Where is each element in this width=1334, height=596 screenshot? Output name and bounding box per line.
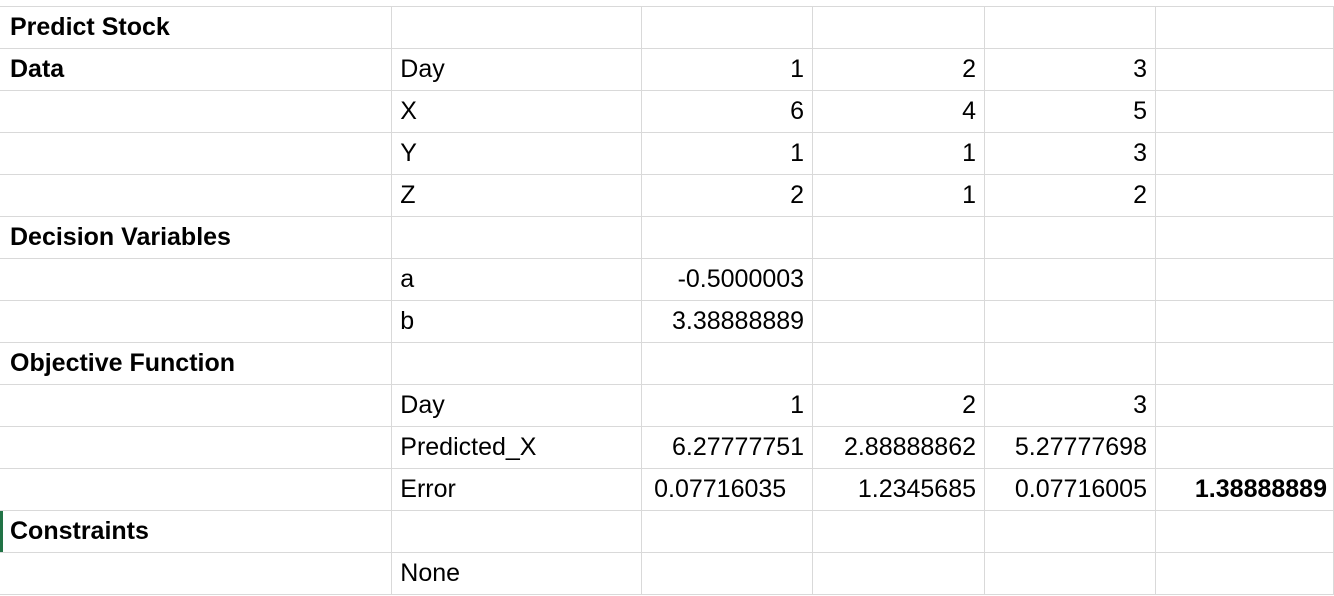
cell-d6[interactable]: [812, 216, 986, 259]
cell-c2[interactable]: 1: [641, 48, 814, 91]
cell-a2[interactable]: Data: [0, 48, 393, 91]
cell-b4[interactable]: Y: [391, 132, 643, 175]
cell-d14[interactable]: [812, 552, 986, 595]
cell-c9[interactable]: [641, 342, 814, 385]
cell-e8[interactable]: [984, 300, 1156, 343]
cell-d5[interactable]: 1: [812, 174, 986, 217]
cell-d9[interactable]: [812, 342, 986, 385]
cell-b7[interactable]: a: [391, 258, 643, 301]
cell-a4[interactable]: [0, 132, 393, 175]
cell-b2[interactable]: Day: [391, 48, 643, 91]
cell-a14[interactable]: [0, 552, 393, 595]
cell-a11[interactable]: [0, 426, 393, 469]
cell-a13[interactable]: Constraints: [0, 510, 393, 553]
cell-d4[interactable]: 1: [812, 132, 986, 175]
cell-a7[interactable]: [0, 258, 393, 301]
cell-a10[interactable]: [0, 384, 393, 427]
spreadsheet-grid: Predict Stock Data Day 1 2 3 X 6 4 5: [0, 6, 1334, 595]
cell-e12[interactable]: 0.07716005: [984, 468, 1156, 511]
cell-b5[interactable]: Z: [391, 174, 643, 217]
sheet-row: Day 1 2 3: [0, 384, 1334, 427]
cell-a6[interactable]: Decision Variables: [0, 216, 393, 259]
cell-c4[interactable]: 1: [641, 132, 814, 175]
cell-d10[interactable]: 2: [812, 384, 986, 427]
cell-a5[interactable]: [0, 174, 393, 217]
cell-d8[interactable]: [812, 300, 986, 343]
cell-c11[interactable]: 6.27777751: [641, 426, 814, 469]
cell-b3[interactable]: X: [391, 90, 643, 133]
sheet-row: b 3.38888889: [0, 300, 1334, 343]
cell-f6[interactable]: [1155, 216, 1334, 259]
sheet-row: Data Day 1 2 3: [0, 48, 1334, 91]
cell-a1[interactable]: Predict Stock: [0, 6, 393, 49]
cell-c14[interactable]: [641, 552, 814, 595]
cell-f13[interactable]: [1155, 510, 1334, 553]
cell-c1[interactable]: [641, 6, 814, 49]
cell-b14[interactable]: None: [391, 552, 643, 595]
cell-d11[interactable]: 2.88888862: [812, 426, 986, 469]
cell-c6[interactable]: [641, 216, 814, 259]
cell-e1[interactable]: [984, 6, 1156, 49]
cell-a3[interactable]: [0, 90, 393, 133]
cell-f5[interactable]: [1155, 174, 1334, 217]
cell-b10[interactable]: Day: [391, 384, 643, 427]
cell-f4[interactable]: [1155, 132, 1334, 175]
sheet-row: Error 0.07716035 1.2345685 0.07716005 1.…: [0, 468, 1334, 511]
cell-c5[interactable]: 2: [641, 174, 814, 217]
cell-c7[interactable]: -0.5000003: [641, 258, 814, 301]
cell-f10[interactable]: [1155, 384, 1334, 427]
cell-f2[interactable]: [1155, 48, 1334, 91]
cell-a8[interactable]: [0, 300, 393, 343]
cell-b12[interactable]: Error: [391, 468, 643, 511]
cell-e11[interactable]: 5.27777698: [984, 426, 1156, 469]
cell-c12[interactable]: 0.07716035: [641, 468, 814, 511]
sheet-row: Y 1 1 3: [0, 132, 1334, 175]
sheet-row: Constraints: [0, 510, 1334, 553]
sheet-row: Predict Stock: [0, 6, 1334, 49]
cell-f3[interactable]: [1155, 90, 1334, 133]
cell-c8[interactable]: 3.38888889: [641, 300, 814, 343]
cell-a12[interactable]: [0, 468, 393, 511]
cell-e6[interactable]: [984, 216, 1156, 259]
cell-e10[interactable]: 3: [984, 384, 1156, 427]
sheet-row: X 6 4 5: [0, 90, 1334, 133]
cell-d12[interactable]: 1.2345685: [812, 468, 986, 511]
cell-e7[interactable]: [984, 258, 1156, 301]
cell-b11[interactable]: Predicted_X: [391, 426, 643, 469]
cell-f11[interactable]: [1155, 426, 1334, 469]
cell-f8[interactable]: [1155, 300, 1334, 343]
sheet-row: None: [0, 552, 1334, 595]
cell-f1[interactable]: [1155, 6, 1334, 49]
cell-e5[interactable]: 2: [984, 174, 1156, 217]
sheet-row: a -0.5000003: [0, 258, 1334, 301]
cell-b8[interactable]: b: [391, 300, 643, 343]
cell-b6[interactable]: [391, 216, 643, 259]
cell-e2[interactable]: 3: [984, 48, 1156, 91]
sheet-row: Decision Variables: [0, 216, 1334, 259]
cell-d2[interactable]: 2: [812, 48, 986, 91]
cell-c10[interactable]: 1: [641, 384, 814, 427]
cell-f12[interactable]: 1.38888889: [1155, 468, 1334, 511]
cell-b9[interactable]: [391, 342, 643, 385]
cell-e14[interactable]: [984, 552, 1156, 595]
cell-d13[interactable]: [812, 510, 986, 553]
cell-e9[interactable]: [984, 342, 1156, 385]
cell-d7[interactable]: [812, 258, 986, 301]
cell-c3[interactable]: 6: [641, 90, 814, 133]
cell-c13[interactable]: [641, 510, 814, 553]
cell-e3[interactable]: 5: [984, 90, 1156, 133]
sheet-row: Objective Function: [0, 342, 1334, 385]
cell-d3[interactable]: 4: [812, 90, 986, 133]
cell-d1[interactable]: [812, 6, 986, 49]
sheet-row: Z 2 1 2: [0, 174, 1334, 217]
cell-f7[interactable]: [1155, 258, 1334, 301]
sheet-row: Predicted_X 6.27777751 2.88888862 5.2777…: [0, 426, 1334, 469]
cell-f14[interactable]: [1155, 552, 1334, 595]
cell-a9[interactable]: Objective Function: [0, 342, 393, 385]
cell-b1[interactable]: [391, 6, 643, 49]
cell-e4[interactable]: 3: [984, 132, 1156, 175]
cell-e13[interactable]: [984, 510, 1156, 553]
cell-f9[interactable]: [1155, 342, 1334, 385]
cell-b13[interactable]: [391, 510, 643, 553]
